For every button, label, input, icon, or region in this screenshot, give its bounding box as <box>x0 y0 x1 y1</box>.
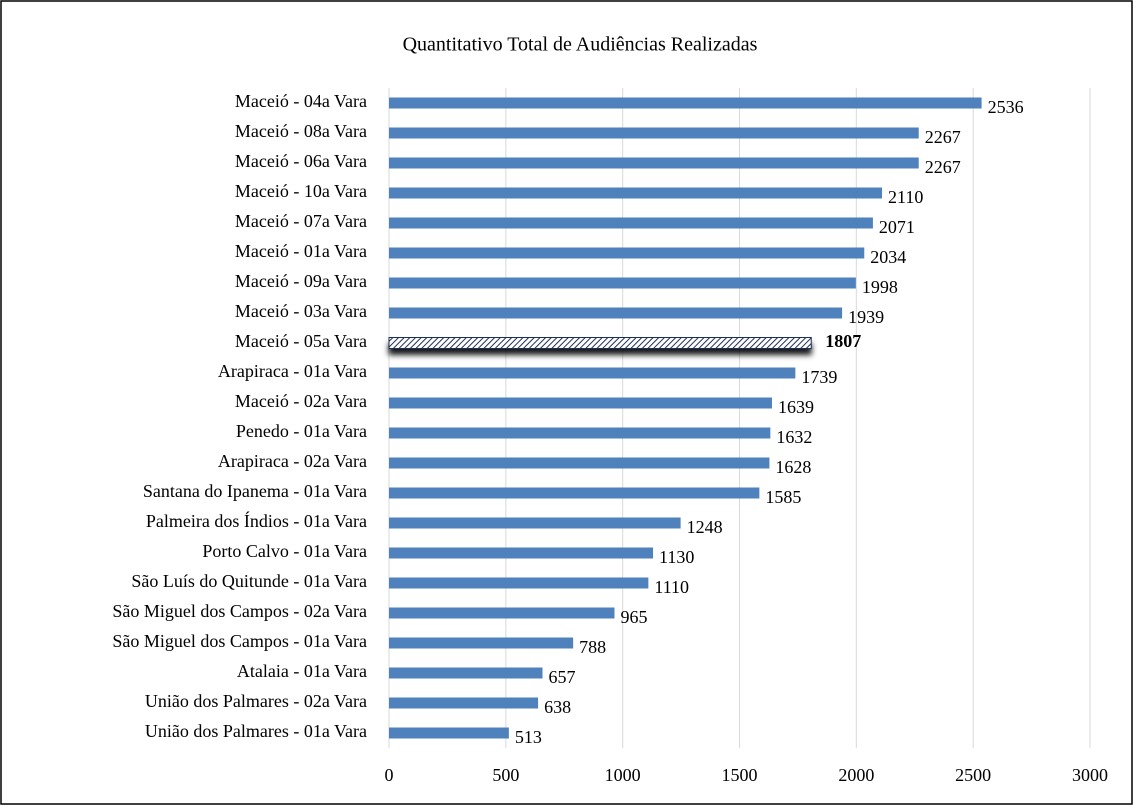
data-label: 1739 <box>801 367 837 387</box>
y-tick-label: Maceió - 08a Vara <box>235 121 367 141</box>
data-label: 2110 <box>888 187 923 207</box>
y-tick-label: São Miguel dos Campos - 02a Vara <box>112 601 367 621</box>
bar <box>389 457 770 469</box>
y-tick-label: Arapiraca - 02a Vara <box>218 451 367 471</box>
y-tick-label: União dos Palmares - 02a Vara <box>145 691 367 711</box>
bar <box>389 187 883 199</box>
data-label: 1998 <box>862 277 898 297</box>
data-label: 1939 <box>848 307 884 327</box>
y-tick-label: Maceió - 06a Vara <box>235 151 367 171</box>
bar <box>389 547 654 559</box>
bar <box>389 247 865 259</box>
data-label: 1628 <box>775 457 811 477</box>
y-tick-label: São Luís do Quitunde - 01a Vara <box>131 571 367 591</box>
y-tick-label: Santana do Ipanema - 01a Vara <box>143 481 367 501</box>
y-tick-label: Maceió - 09a Vara <box>235 271 367 291</box>
bar <box>389 577 649 589</box>
bar <box>389 97 982 109</box>
data-label: 1807 <box>825 331 861 351</box>
data-label: 2267 <box>925 157 961 177</box>
bar <box>389 217 873 229</box>
y-tick-label: Penedo - 01a Vara <box>236 421 367 441</box>
bar <box>389 517 681 529</box>
data-label: 657 <box>549 667 576 687</box>
data-label: 1632 <box>776 427 812 447</box>
y-tick-label: Arapiraca - 01a Vara <box>218 361 367 381</box>
x-tick-label: 2000 <box>838 765 874 785</box>
data-label: 638 <box>544 697 571 717</box>
data-label: 1585 <box>765 487 801 507</box>
data-label: 965 <box>620 607 647 627</box>
y-tick-label: Atalaia - 01a Vara <box>237 661 367 681</box>
data-label: 513 <box>515 727 542 747</box>
chart-title: Quantitativo Total de Audiências Realiza… <box>403 34 758 56</box>
bar <box>389 307 843 319</box>
x-tick-label: 1000 <box>605 765 641 785</box>
bar <box>389 427 771 439</box>
data-label: 2536 <box>988 97 1024 117</box>
bar <box>389 637 574 649</box>
y-tick-label: Maceió - 01a Vara <box>235 241 367 261</box>
data-label: 1639 <box>778 397 814 417</box>
bar <box>389 397 772 409</box>
bar <box>389 727 509 739</box>
y-tick-label: Maceió - 02a Vara <box>235 391 367 411</box>
x-tick-label: 500 <box>492 765 519 785</box>
bar <box>389 127 919 139</box>
data-label: 788 <box>579 637 606 657</box>
data-label: 1130 <box>659 547 694 567</box>
highlighted-bar <box>388 337 812 349</box>
y-tick-label: Maceió - 07a Vara <box>235 211 367 231</box>
bar <box>389 367 796 379</box>
y-tick-label: São Miguel dos Campos - 01a Vara <box>112 631 367 651</box>
bar <box>389 697 539 709</box>
y-tick-label: União dos Palmares - 01a Vara <box>145 721 367 741</box>
data-label: 1110 <box>654 577 689 597</box>
x-tick-label: 3000 <box>1072 765 1108 785</box>
bar <box>389 277 856 289</box>
y-tick-label: Maceió - 10a Vara <box>235 181 367 201</box>
bar <box>389 157 919 169</box>
y-tick-label: Maceió - 04a Vara <box>235 91 367 111</box>
data-label: 1248 <box>687 517 723 537</box>
y-tick-label: Porto Calvo - 01a Vara <box>202 541 367 561</box>
data-label: 2034 <box>870 247 906 267</box>
bar <box>389 607 615 619</box>
data-label: 2071 <box>879 217 915 237</box>
bar <box>389 667 543 679</box>
x-tick-label: 2500 <box>955 765 991 785</box>
y-tick-label: Palmeira dos Índios - 01a Vara <box>146 510 367 531</box>
y-tick-label: Maceió - 05a Vara <box>235 331 367 351</box>
bar <box>389 487 760 499</box>
x-tick-label: 0 <box>385 765 394 785</box>
data-label: 2267 <box>925 127 961 147</box>
x-tick-label: 1500 <box>722 765 758 785</box>
y-tick-label: Maceió - 03a Vara <box>235 301 367 321</box>
